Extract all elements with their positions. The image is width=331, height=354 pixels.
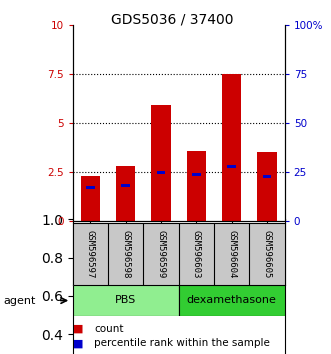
Text: GSM596604: GSM596604	[227, 230, 236, 278]
Bar	[187, 150, 206, 221]
Bar	[86, 186, 95, 189]
Bar	[262, 175, 271, 178]
Text: GSM596598: GSM596598	[121, 230, 130, 278]
Text: GSM596597: GSM596597	[86, 230, 95, 278]
Text: GSM596603: GSM596603	[192, 230, 201, 278]
Bar	[257, 153, 277, 221]
Text: count: count	[94, 324, 124, 333]
Text: GDS5036 / 37400: GDS5036 / 37400	[111, 12, 233, 27]
Text: GSM596605: GSM596605	[262, 230, 271, 278]
Bar	[179, 285, 285, 316]
Bar	[227, 165, 236, 168]
Bar	[81, 176, 100, 221]
Bar	[121, 184, 130, 187]
Text: dexamethasone: dexamethasone	[187, 295, 277, 306]
Text: ■: ■	[73, 324, 83, 333]
Text: percentile rank within the sample: percentile rank within the sample	[94, 338, 270, 348]
Text: agent: agent	[3, 296, 36, 306]
Bar	[192, 173, 201, 176]
Bar	[116, 166, 135, 221]
Bar	[73, 285, 179, 316]
Text: PBS: PBS	[115, 295, 136, 306]
Text: ■: ■	[73, 338, 83, 348]
Text: GSM596599: GSM596599	[157, 230, 166, 278]
Bar	[157, 171, 166, 173]
Bar	[151, 105, 171, 221]
Bar	[222, 74, 241, 221]
